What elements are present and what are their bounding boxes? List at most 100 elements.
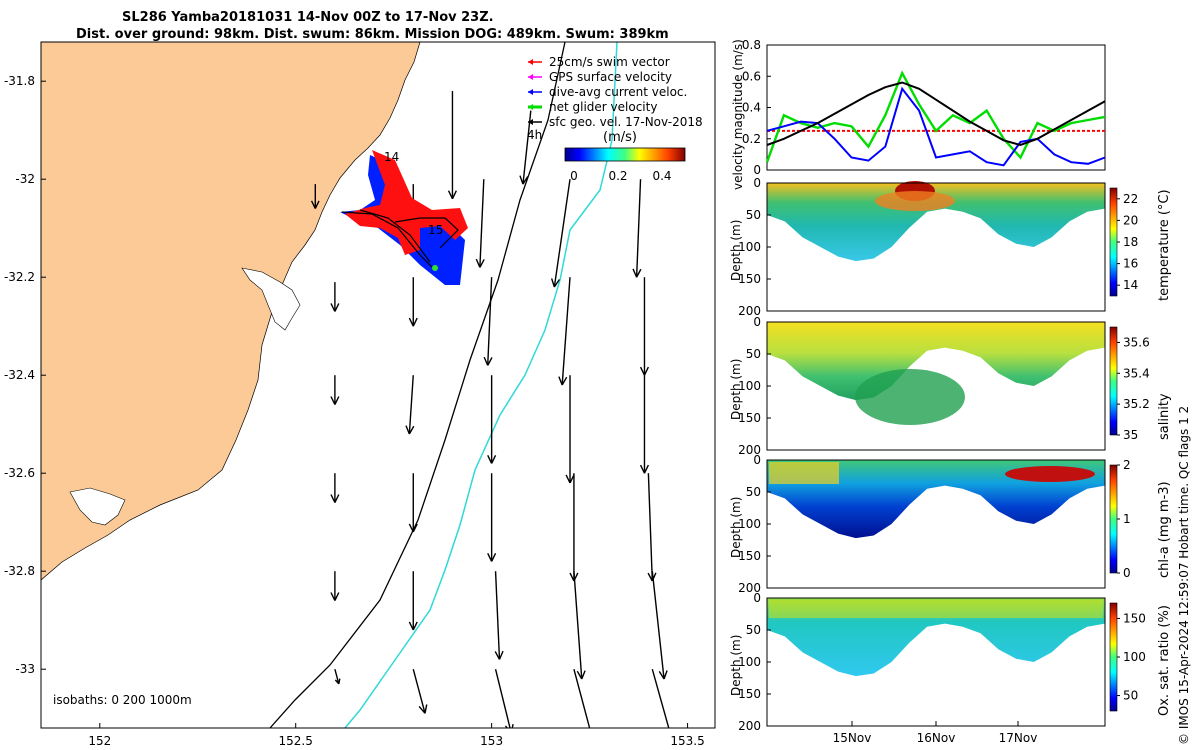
- velocity-ytick-label: 0.8: [742, 38, 761, 52]
- time-tick-label: 16Nov: [917, 731, 956, 745]
- colorbar-tick-label: 2: [1123, 458, 1131, 472]
- time-tick-label: 17Nov: [999, 731, 1038, 745]
- legend-arrowhead: [528, 89, 533, 95]
- depth-tick-label: 0: [753, 176, 761, 190]
- geo-velocity-arrow: [573, 669, 591, 728]
- legend-label: dive-avg current veloc.: [549, 85, 687, 99]
- geo-velocity-arrow: [330, 282, 340, 312]
- colorbar-tick-label: 22: [1123, 192, 1138, 206]
- legend-item: net glider velocity: [528, 100, 657, 114]
- depth-ylabel: Depth (m): [729, 220, 743, 281]
- section-variable-label: Ox. sat. ratio (%): [1157, 605, 1172, 716]
- day-marker-15: 15: [428, 223, 443, 237]
- legend-label: GPS surface velocity: [549, 70, 672, 84]
- depth-tick-label: 150: [738, 687, 761, 701]
- legend-4h-label: 4h: [527, 128, 542, 142]
- figure-subtitle: Dist. over ground: 98km. Dist. swum: 86k…: [76, 27, 669, 42]
- depth-tick-label: 100: [738, 379, 761, 393]
- map-y-axis: -31.8 -32 -32.2 -32.4 -32.6 -32.8 -33: [4, 74, 46, 676]
- depth-tick-label: 0: [753, 315, 761, 329]
- isobaths-label: isobaths: 0 200 1000m: [53, 693, 192, 707]
- geo-velocity-arrow: [483, 277, 493, 366]
- legend-arrowhead: [528, 119, 533, 125]
- map-ytick-label: -32.8: [4, 564, 35, 578]
- colorbar-tick-2: 0.4: [652, 169, 671, 183]
- isobath-200m: [269, 42, 566, 728]
- colorbar-tick-label: 20: [1123, 213, 1138, 227]
- velocity-ylabel: velocity magnitude (m/s): [731, 39, 745, 190]
- depth-tick-label: 50: [746, 347, 761, 361]
- depth-tick-label: 100: [738, 517, 761, 531]
- depth-tick-label: 150: [738, 272, 761, 286]
- colorbar-tick-label: 16: [1123, 257, 1138, 271]
- velocity-ytick-label: 0: [753, 163, 761, 177]
- geo-velocity-arrow: [412, 669, 428, 714]
- depth-tick-label: 100: [738, 655, 761, 669]
- geo-velocity-arrow: [408, 277, 418, 327]
- velocity-panel: 0 0.2 0.4 0.6 0.8 velocity magnitude (m/s): [731, 38, 1106, 190]
- section-panel: 0 50 100 150 200 Depth (m) 2 1 0 chl-a (mg m-3): [729, 453, 1172, 595]
- section-variable-label: chl-a (mg m-3): [1157, 481, 1172, 578]
- velocity-ytick-label: 0.6: [742, 69, 761, 83]
- section-panel: 0 50 100 150 200 Depth (m) 35.6 35.4 35.2 35 salin…: [729, 315, 1172, 457]
- legend-label: net glider velocity: [549, 100, 657, 114]
- depth-tick-label: 0: [753, 591, 761, 605]
- depth-tick-label: 50: [746, 623, 761, 637]
- geo-velocity-arrow: [447, 91, 457, 200]
- geo-velocity-arrow: [330, 571, 340, 601]
- depth-tick-label: 200: [738, 304, 761, 318]
- map-ytick-label: -32.4: [4, 368, 35, 382]
- map-ytick-label: -31.8: [4, 74, 35, 88]
- net-velocity-track: [341, 209, 459, 271]
- geo-velocity-arrow: [632, 179, 642, 278]
- colorbar-tick-label: 100: [1123, 650, 1146, 664]
- legend-arrowhead: [528, 59, 533, 65]
- depth-tick-label: 200: [738, 719, 761, 733]
- colorbar-tick-label: 150: [1123, 611, 1146, 625]
- velocity-series-line: [766, 81, 1106, 147]
- colorbar-tick-label: 35.2: [1123, 397, 1150, 411]
- legend-item: sfc geo. vel. 17-Nov-2018: [528, 115, 703, 129]
- section-variable-label: salinity: [1157, 393, 1172, 440]
- colorbar-tick-label: 14: [1123, 278, 1138, 292]
- depth-tick-label: 100: [738, 240, 761, 254]
- geo-velocity-arrow: [487, 375, 497, 464]
- geo-velocity-arrow: [494, 669, 514, 728]
- colorbar-tick-label: 50: [1123, 689, 1138, 703]
- section-colorbar: [1109, 464, 1118, 574]
- geo-velocity-arrow: [639, 277, 650, 376]
- section-colorbar: [1109, 602, 1118, 712]
- geo-velocity-arrow: [494, 571, 504, 660]
- colorbar-tick-label: 1: [1123, 512, 1131, 526]
- map-ytick-label: -32.6: [4, 466, 35, 480]
- colorbar-tick-label: 35.4: [1123, 366, 1150, 380]
- legend-item: GPS surface velocity: [528, 70, 672, 84]
- depth-tick-label: 50: [746, 485, 761, 499]
- depth-tick-label: 0: [753, 453, 761, 467]
- legend-arrowhead: [528, 74, 533, 80]
- depth-tick-label: 200: [738, 443, 761, 457]
- legend-item: 25cm/s swim vector: [528, 55, 670, 69]
- map-xtick-label: 153: [480, 734, 503, 748]
- swim-vector-swath: [345, 150, 468, 255]
- low-salinity-feature: [855, 369, 965, 425]
- map-xtick-label: 152.5: [279, 734, 313, 748]
- geo-velocity-arrow: [408, 571, 418, 631]
- geo-velocity-arrow: [550, 179, 571, 288]
- section-data-area: [767, 322, 1105, 401]
- map-xtick-label: 153.5: [670, 734, 704, 748]
- legend-label: sfc geo. vel. 17-Nov-2018: [549, 115, 703, 129]
- section-variable-label: temperature (°C): [1157, 189, 1172, 301]
- isobath-1000m: [344, 42, 618, 728]
- colorbar-tick-0: 0: [570, 169, 578, 183]
- velocity-ytick-label: 0.4: [742, 101, 761, 115]
- glider-last-position: [432, 265, 438, 271]
- colorbar-tick-label: 35: [1123, 428, 1138, 442]
- section-panel: 0 50 100 150 200 Depth (m) 22 20 18 16 14 temperatu…: [729, 176, 1172, 318]
- geo-velocity-arrow: [330, 375, 340, 405]
- colorbar-tick-label: 18: [1123, 235, 1138, 249]
- geo-velocity-arrow: [334, 669, 341, 685]
- depth-tick-label: 200: [738, 581, 761, 595]
